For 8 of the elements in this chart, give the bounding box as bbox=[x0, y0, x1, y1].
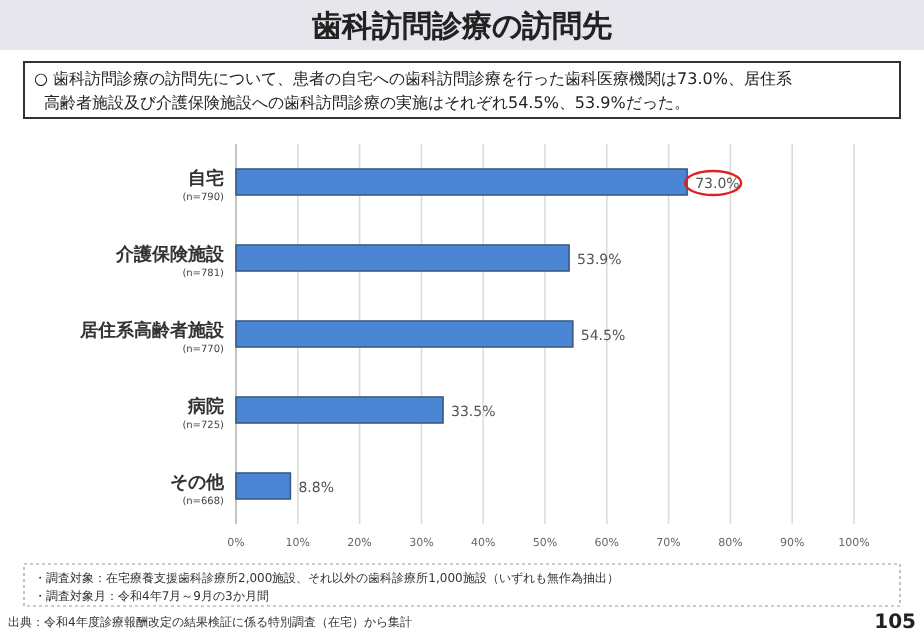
y-tick-label: 介護保険施設 bbox=[114, 244, 226, 266]
y-tick-label: その他 bbox=[170, 472, 226, 494]
y-tick-label: 自宅 bbox=[188, 168, 224, 190]
chart-title: 歯科訪問診療の訪問先 bbox=[310, 8, 612, 44]
y-tick-label: 居住系高齢者施設 bbox=[78, 320, 226, 342]
text: 105 bbox=[874, 612, 917, 634]
chart-subtitle: ○ 歯科訪問診療の訪問先について、患者の自宅への歯科訪問診療を行った歯科医療機関は73.0%、居住系高齢者施設及び介護保険施設への歯科訪問診療の実施はそれぞれ54.5%、53.9%だった。 bbox=[34, 70, 792, 112]
y-tick-label: 病院 bbox=[186, 396, 224, 418]
